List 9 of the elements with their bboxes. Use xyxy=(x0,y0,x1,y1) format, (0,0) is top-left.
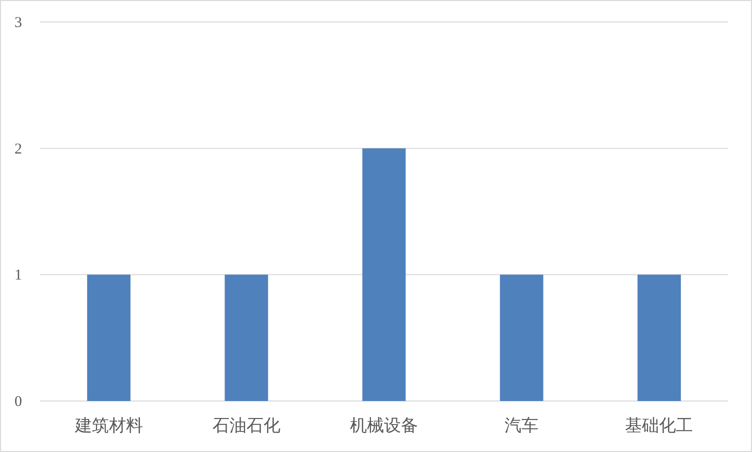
x-tick-label: 机械设备 xyxy=(350,416,418,435)
y-tick-label: 0 xyxy=(14,394,22,410)
y-tick-label: 1 xyxy=(14,268,22,284)
y-tick-label: 3 xyxy=(14,15,22,31)
x-tick-label: 基础化工 xyxy=(625,416,694,435)
x-tick-label: 建筑材料 xyxy=(74,416,143,435)
x-tick-label: 汽车 xyxy=(504,416,539,435)
y-tick-label: 2 xyxy=(14,141,22,158)
x-tick-label: 石油石化 xyxy=(212,416,280,435)
